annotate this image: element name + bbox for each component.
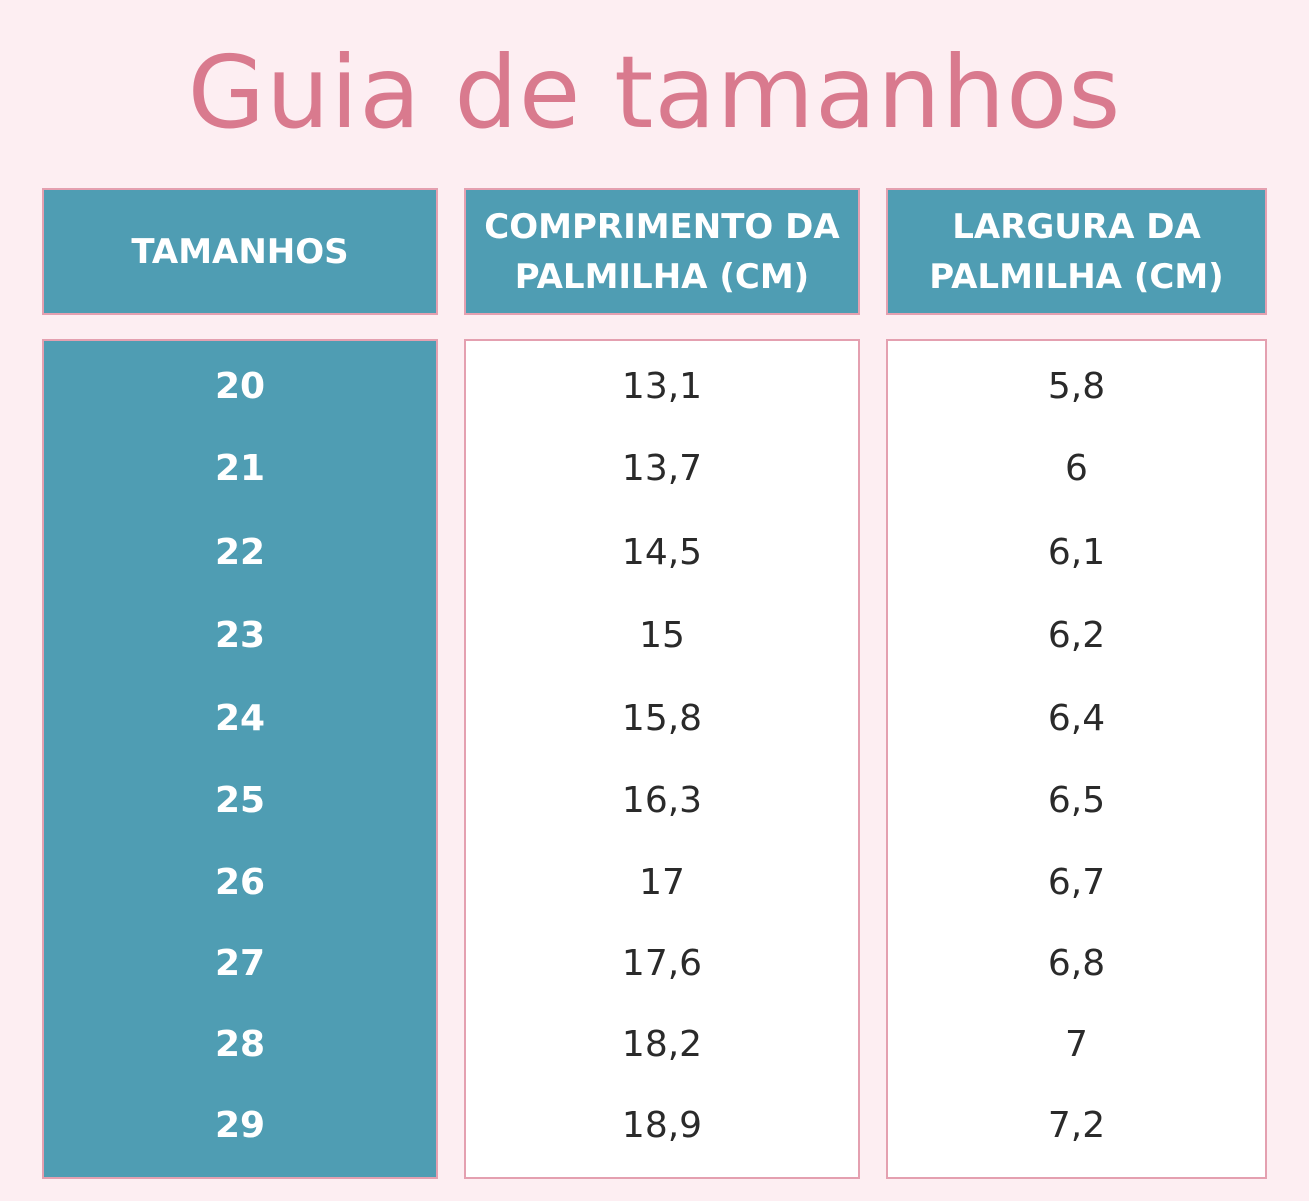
length-cell: 15 [639,615,685,656]
size-cell: 27 [214,943,266,984]
sizes-column: 20 21 22 23 24 25 26 27 28 29 [42,339,438,1179]
size-cell: 29 [214,1105,266,1146]
length-cell: 18,9 [621,1105,703,1146]
size-cell: 22 [214,532,266,573]
width-cell: 6,2 [1047,615,1106,656]
size-cell: 26 [214,862,266,903]
width-cell: 6 [1065,448,1088,489]
header-comprimento: COMPRIMENTO DA PALMILHA (CM) [464,188,860,315]
size-cell: 24 [214,698,266,739]
size-cell: 20 [214,366,266,407]
size-cell: 25 [214,780,266,821]
length-cell: 17,6 [621,943,703,984]
header-largura: LARGURA DA PALMILHA (CM) [886,188,1267,315]
width-cell: 6,4 [1047,698,1106,739]
size-cell: 23 [214,615,266,656]
length-cell: 16,3 [621,780,703,821]
length-cell: 17 [639,862,685,903]
width-cell: 6,8 [1047,943,1106,984]
width-cell: 7,2 [1047,1105,1106,1146]
width-cell: 5,8 [1047,366,1106,407]
width-cell: 7 [1065,1024,1088,1065]
length-cell: 15,8 [621,698,703,739]
width-cell: 6,1 [1047,532,1106,573]
page-title: Guia de tamanhos [187,34,1122,151]
length-cell: 13,7 [621,448,703,489]
length-cell: 14,5 [621,532,703,573]
length-cell: 13,1 [621,366,703,407]
width-cell: 6,7 [1047,862,1106,903]
length-cell: 18,2 [621,1024,703,1065]
size-cell: 28 [214,1024,266,1065]
width-cell: 6,5 [1047,780,1106,821]
size-cell: 21 [214,448,266,489]
width-column: 5,8 6 6,1 6,2 6,4 6,5 6,7 6,8 7 7,2 [886,339,1267,1179]
header-tamanhos: TAMANHOS [42,188,438,315]
length-column: 13,1 13,7 14,5 15 15,8 16,3 17 17,6 18,2 18,9 [464,339,860,1179]
